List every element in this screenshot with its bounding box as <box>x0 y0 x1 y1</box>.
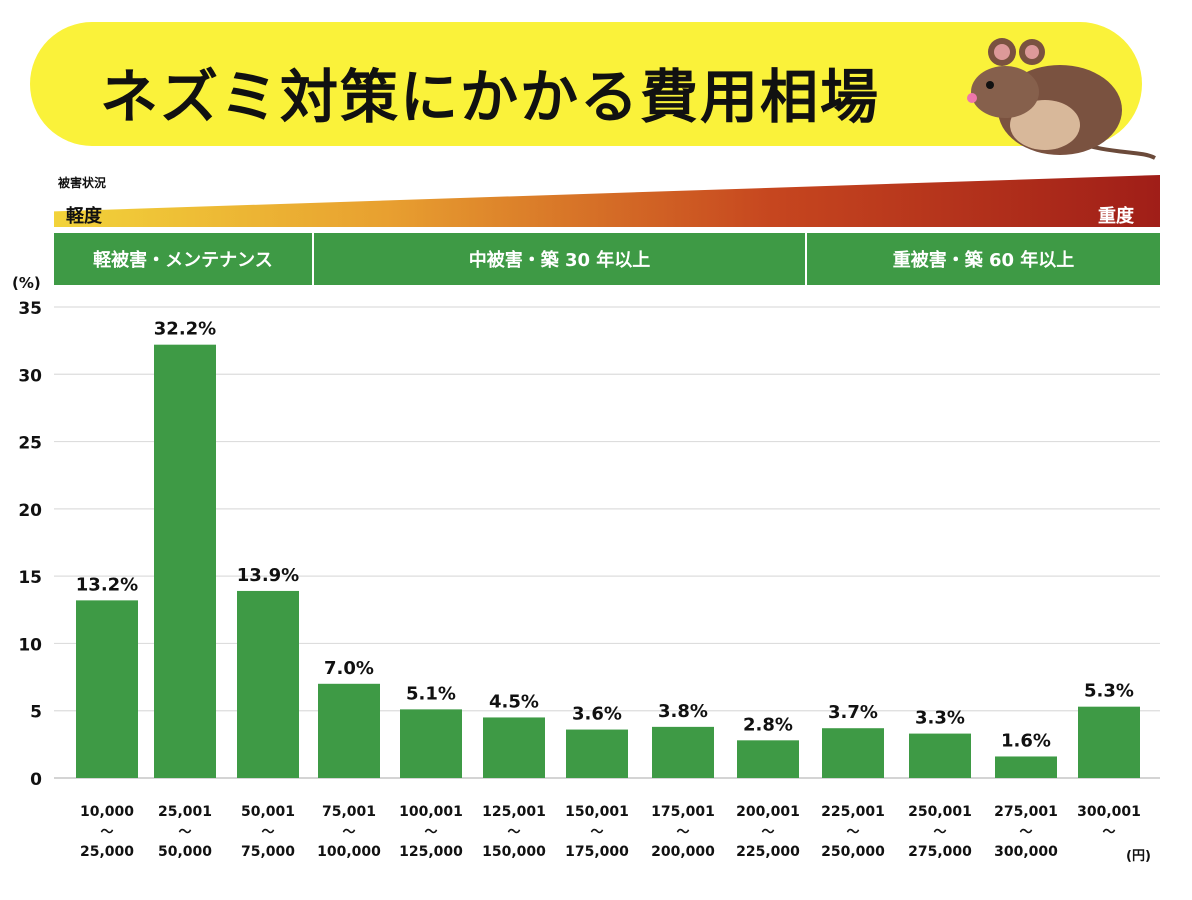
x-tick-label: 225,000 <box>736 844 800 860</box>
rat-icon <box>967 38 1156 160</box>
x-tick-label: ～ <box>676 825 689 840</box>
data-label: 3.7% <box>828 702 878 723</box>
bar <box>909 733 971 778</box>
x-tick-label: 10,000 <box>80 804 134 820</box>
data-label: 1.6% <box>1001 730 1051 751</box>
y-axis-label: (%) <box>12 274 41 292</box>
phase-light: 軽被害・メンテナンス <box>54 233 312 285</box>
bar <box>237 590 299 778</box>
y-tick-label: 15 <box>18 568 42 588</box>
x-tick-label: 150,001 <box>565 804 629 820</box>
data-label: 5.3% <box>1084 681 1134 702</box>
title-banner <box>30 22 1142 146</box>
x-tick-label: 250,000 <box>821 844 885 860</box>
x-tick-label: 200,001 <box>736 804 800 820</box>
y-tick-label: 5 <box>30 703 42 723</box>
bar <box>737 740 799 778</box>
x-tick-label: ～ <box>590 825 603 840</box>
y-tick-label: 10 <box>18 635 42 655</box>
phase-heavy: 重被害・築 60 年以上 <box>807 233 1160 285</box>
x-tick-label: ～ <box>1019 825 1032 840</box>
data-label: 13.2% <box>76 574 138 595</box>
x-tick-label: ～ <box>424 825 437 840</box>
data-label: 5.1% <box>406 683 456 704</box>
severity-high-label: 重度 <box>1098 206 1134 227</box>
x-tick-label: ～ <box>507 825 520 840</box>
x-tick-label: ～ <box>178 825 191 840</box>
page-title: ネズミ対策にかかる費用相場 <box>100 63 881 131</box>
x-tick-label: ～ <box>1102 825 1115 840</box>
x-tick-label: 275,000 <box>908 844 972 860</box>
y-tick-label: 0 <box>30 770 42 790</box>
x-tick-label: 200,000 <box>651 844 715 860</box>
bar <box>566 729 628 778</box>
x-unit-label: (円) <box>1126 849 1151 864</box>
x-tick-label: 175,000 <box>565 844 629 860</box>
x-tick-label: 75,000 <box>241 844 295 860</box>
data-label: 13.9% <box>237 565 299 586</box>
bar <box>154 344 216 778</box>
x-tick-label: 100,000 <box>317 844 381 860</box>
x-tick-label: 25,001 <box>158 804 212 820</box>
data-label: 4.5% <box>489 691 539 712</box>
y-tick-label: 35 <box>18 299 42 319</box>
data-label: 32.2% <box>154 319 216 340</box>
y-tick-label: 20 <box>18 501 42 521</box>
y-tick-label: 30 <box>18 366 42 386</box>
x-tick-label: 275,001 <box>994 804 1058 820</box>
x-tick-label: 250,001 <box>908 804 972 820</box>
x-tick-label: ～ <box>933 825 946 840</box>
x-tick-label: ～ <box>100 825 113 840</box>
phase-medium: 中被害・築 30 年以上 <box>314 233 805 285</box>
y-tick-label: 25 <box>18 434 42 454</box>
x-tick-label: ～ <box>846 825 859 840</box>
data-label: 3.6% <box>572 704 622 725</box>
data-label: 7.0% <box>324 658 374 679</box>
severity-caption: 被害状況 <box>58 176 107 190</box>
bar <box>652 726 714 778</box>
x-tick-label: 150,000 <box>482 844 546 860</box>
x-tick-label: 300,001 <box>1077 804 1141 820</box>
x-tick-label: ～ <box>342 825 355 840</box>
bar <box>822 728 884 778</box>
bar <box>1078 706 1140 778</box>
x-tick-label: 125,000 <box>399 844 463 860</box>
x-tick-label: 225,001 <box>821 804 885 820</box>
x-tick-label: 175,001 <box>651 804 715 820</box>
x-tick-label: 300,000 <box>994 844 1058 860</box>
x-tick-label: ～ <box>761 825 774 840</box>
x-tick-label: 125,001 <box>482 804 546 820</box>
x-tick-label: 100,001 <box>399 804 463 820</box>
x-tick-label: 50,001 <box>241 804 295 820</box>
data-label: 3.8% <box>658 701 708 722</box>
x-tick-label: 25,000 <box>80 844 134 860</box>
bar <box>483 717 545 778</box>
data-label: 2.8% <box>743 714 793 735</box>
x-tick-label: 75,001 <box>322 804 376 820</box>
x-tick-label: 50,000 <box>158 844 212 860</box>
bar <box>318 683 380 778</box>
x-tick-label: ～ <box>261 825 274 840</box>
bar <box>76 600 138 778</box>
bar <box>400 709 462 778</box>
bar <box>995 756 1057 778</box>
data-label: 3.3% <box>915 708 965 729</box>
severity-low-label: 軽度 <box>66 206 102 227</box>
